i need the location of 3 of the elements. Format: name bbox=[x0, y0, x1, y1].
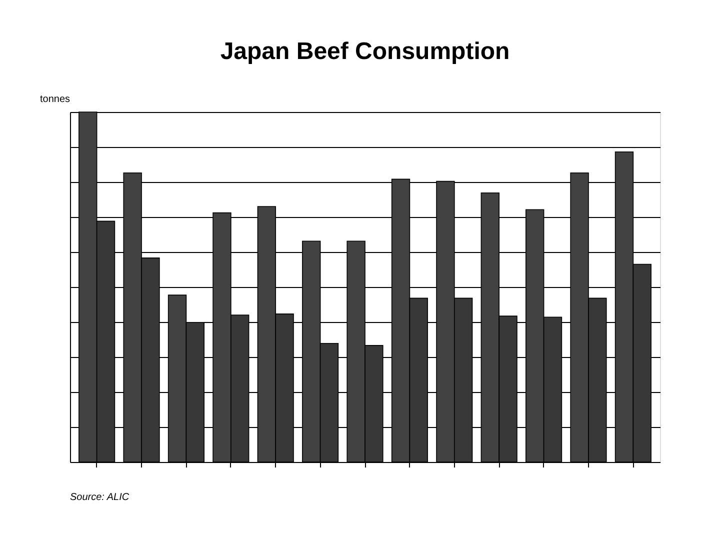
source-note: Source: ALIC bbox=[70, 492, 130, 503]
chart-title: Japan Beef Consumption bbox=[220, 38, 510, 65]
y-axis-title: tonnes bbox=[40, 94, 70, 105]
